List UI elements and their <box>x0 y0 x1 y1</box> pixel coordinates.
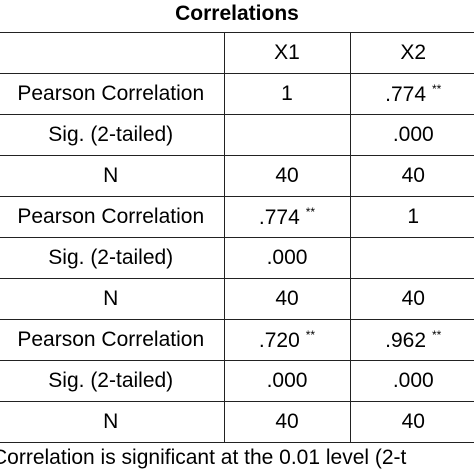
cell-value: .000 <box>392 123 434 146</box>
row-label: Pearson Correlation <box>0 73 224 115</box>
row-label: N <box>0 155 224 197</box>
cell-value: .962 <box>385 328 427 352</box>
table-row: Pearson Correlation .720 ** .962 ** <box>0 319 474 361</box>
header-corner-cell <box>0 32 224 74</box>
cell-x1: 40 <box>223 278 350 320</box>
table-row: Pearson Correlation 1 .774 ** <box>0 73 474 115</box>
cell-value: 40 <box>401 287 425 310</box>
correlations-table: X1 X2 Pearson Correlation 1 .774 ** Sig. (2-… <box>0 32 474 443</box>
cell-value: .000 <box>266 369 308 392</box>
significance-marker: ** <box>432 327 442 342</box>
cell-value: .774 <box>385 82 427 106</box>
cell-value: 40 <box>401 164 425 187</box>
cell-x2: .000 <box>349 360 474 402</box>
cell-value: 1 <box>407 205 420 228</box>
cell-value: 40 <box>401 410 425 433</box>
table-row: Sig. (2-tailed) .000 .000 <box>0 360 474 402</box>
table-row: Pearson Correlation .774 ** 1 <box>0 196 474 238</box>
row-label: Pearson Correlation <box>0 319 224 361</box>
cell-value: 1 <box>281 82 293 105</box>
cell-x2: .962 ** <box>349 319 474 361</box>
cell-x2: .774 ** <box>349 73 474 115</box>
cell-value: .000 <box>392 369 434 392</box>
cell-value: .774 <box>258 205 300 229</box>
cell-value: .000 <box>266 246 308 269</box>
row-label: Sig. (2-tailed) <box>0 114 224 156</box>
significance-marker: ** <box>305 204 316 219</box>
table-title: Correlations <box>175 2 299 25</box>
row-label: N <box>0 278 224 320</box>
row-label: Pearson Correlation <box>0 196 224 238</box>
cell-x1: .000 <box>223 237 350 279</box>
cell-x2: 40 <box>349 278 474 320</box>
cell-x1: 1 <box>223 73 350 115</box>
cell-x1: .720 ** <box>223 319 350 361</box>
cell-value: 40 <box>275 287 299 310</box>
significance-marker: ** <box>432 81 442 96</box>
cell-value: 40 <box>275 164 299 187</box>
cell-x2: 40 <box>349 155 474 197</box>
cell-x1: .774 ** <box>223 196 350 238</box>
column-header-x1: X1 <box>223 32 350 74</box>
table-row: N 40 40 <box>0 155 474 197</box>
row-label: Sig. (2-tailed) <box>0 360 224 402</box>
column-header-x2: X2 <box>349 32 474 74</box>
cell-x2 <box>349 237 474 279</box>
cell-x2: 1 <box>349 196 474 238</box>
table-row: Sig. (2-tailed) .000 <box>0 237 474 279</box>
cell-x1 <box>223 114 350 156</box>
cell-value: .720 <box>258 328 300 352</box>
table-row: Sig. (2-tailed) .000 <box>0 114 474 156</box>
cell-x2: 40 <box>349 401 474 443</box>
cell-x1: 40 <box>223 155 350 197</box>
cell-x1: .000 <box>223 360 350 402</box>
table-row: N 40 40 <box>0 278 474 320</box>
cell-value: 40 <box>275 410 299 433</box>
cell-x1: 40 <box>223 401 350 443</box>
row-label: N <box>0 401 224 443</box>
significance-marker: ** <box>305 327 316 342</box>
table-row: N 40 40 <box>0 401 474 443</box>
header-row: X1 X2 <box>0 32 474 74</box>
significance-footnote: Correlation is significant at the 0.01 l… <box>0 446 407 469</box>
cell-x2: .000 <box>349 114 474 156</box>
row-label: Sig. (2-tailed) <box>0 237 224 279</box>
